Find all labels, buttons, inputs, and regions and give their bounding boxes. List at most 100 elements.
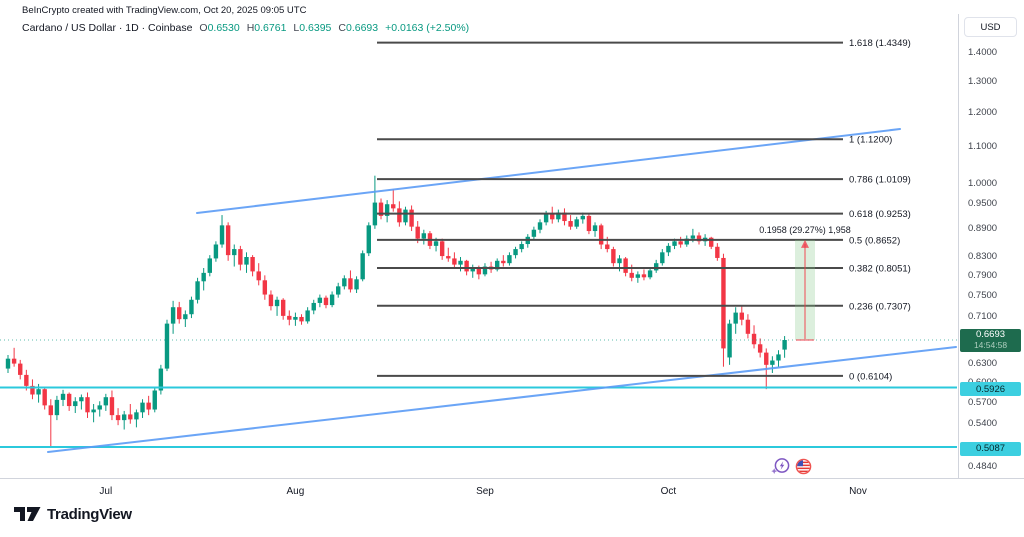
price-tick: 0.9500 xyxy=(968,197,998,209)
month-label-nov[interactable]: Nov xyxy=(849,486,867,497)
upper-resistance-trendline[interactable] xyxy=(196,128,901,214)
price-tick: 0.7100 xyxy=(968,311,998,323)
candle xyxy=(739,305,744,326)
candle xyxy=(97,401,102,417)
candle xyxy=(54,395,60,421)
fib-retracement[interactable]: 1.618 (1.4349) 1 (1.1200) 0.786 (1.0109) 0.… xyxy=(377,38,911,382)
support-lines[interactable] xyxy=(0,386,957,448)
candle xyxy=(507,252,512,266)
tradingview-mark-icon xyxy=(14,507,41,521)
candle xyxy=(109,390,115,421)
candlestick-series xyxy=(5,175,787,447)
candle xyxy=(207,255,212,277)
symbol-legend[interactable]: Cardano / US Dollar · 1D · Coinbase O0.65… xyxy=(22,22,469,34)
candle xyxy=(323,295,329,309)
price-tick: 1.4000 xyxy=(968,46,998,58)
candle xyxy=(91,403,96,423)
price-tick: 0.7900 xyxy=(968,269,998,281)
fib-level-label: 0.382 (0.8051) xyxy=(849,263,911,274)
price-tick: 0.8900 xyxy=(968,223,998,235)
candle xyxy=(446,247,451,262)
candle xyxy=(537,219,543,234)
candle xyxy=(73,397,78,414)
candle xyxy=(751,325,757,349)
candle xyxy=(715,243,720,261)
candle xyxy=(79,394,84,410)
trendlines[interactable] xyxy=(47,128,957,453)
candle xyxy=(329,291,335,308)
candle xyxy=(776,350,781,367)
candle xyxy=(574,216,579,229)
fib-level-label: 0.786 (1.0109) xyxy=(849,175,911,186)
close-label: C xyxy=(338,22,346,34)
candle xyxy=(550,206,555,224)
candle xyxy=(60,389,66,407)
fib-level-label: 0.5 (0.8652) xyxy=(849,235,900,246)
change-value: +0.0163 (+2.50%) xyxy=(385,22,470,34)
candle xyxy=(152,387,157,413)
month-label-aug[interactable]: Aug xyxy=(286,486,305,497)
candle xyxy=(757,338,763,358)
candle xyxy=(617,255,622,272)
candle xyxy=(158,364,164,395)
month-label-jul[interactable]: Jul xyxy=(99,486,113,497)
candle xyxy=(238,245,243,271)
open-label: O xyxy=(199,22,208,34)
candle xyxy=(745,314,751,339)
candle xyxy=(232,244,237,267)
high-label: H xyxy=(246,22,255,34)
candle xyxy=(336,282,341,298)
last-price-label: 0.6693 14:54:58 xyxy=(960,328,1021,352)
fib-level-label: 1 (1.1200) xyxy=(849,135,892,146)
price-tick: 0.5700 xyxy=(968,397,998,409)
high-value: 0.6761 xyxy=(254,22,287,34)
candle xyxy=(164,319,170,372)
candle xyxy=(611,246,616,267)
candle xyxy=(721,253,726,367)
time-axis[interactable]: Jul Aug Sep Oct Nov xyxy=(0,478,1024,505)
candle xyxy=(409,205,414,232)
month-label-oct[interactable]: Oct xyxy=(660,486,677,497)
candle xyxy=(501,255,506,267)
candle xyxy=(189,296,194,319)
candle xyxy=(403,206,408,226)
price-range-measurement[interactable]: 0.1958 (29.27%) 1,958 xyxy=(759,225,851,341)
candle xyxy=(293,312,298,326)
candle xyxy=(354,276,359,294)
candle xyxy=(5,355,11,373)
alert-price-label[interactable]: 0.5087 xyxy=(960,441,1021,456)
price-tick: 1.2000 xyxy=(968,106,998,118)
price-tick: 1.0000 xyxy=(968,177,998,189)
last-price-value: 0.6693 xyxy=(975,328,1006,340)
tradingview-logo[interactable]: TradingView xyxy=(14,506,132,523)
candle xyxy=(195,277,200,304)
low-label: L xyxy=(293,22,300,34)
lower-support-trendline[interactable] xyxy=(47,346,957,453)
price-tick: 0.5400 xyxy=(968,418,998,430)
currency-button[interactable]: USD xyxy=(964,17,1017,37)
month-label-sep[interactable]: Sep xyxy=(476,486,494,497)
candle xyxy=(458,257,463,272)
candle xyxy=(635,271,641,283)
candle xyxy=(470,264,475,278)
symbol-title[interactable]: Cardano / US Dollar · 1D · Coinbase xyxy=(22,22,193,34)
candle xyxy=(121,410,127,430)
candle xyxy=(482,263,488,277)
crypto-event-icon[interactable] xyxy=(771,457,790,476)
alert-price-label[interactable]: 0.5926 xyxy=(960,382,1021,397)
candle xyxy=(274,296,280,316)
candle xyxy=(103,393,109,411)
candle xyxy=(592,222,598,237)
candle xyxy=(495,258,500,272)
candle xyxy=(391,189,396,212)
candle xyxy=(280,298,286,320)
price-axis[interactable]: USD 1.4000 1.3000 1.2000 1.1000 1.0000 0.9500… xyxy=(958,14,1024,478)
us-flag-event-icon[interactable] xyxy=(794,457,813,476)
candle xyxy=(372,175,378,229)
candle xyxy=(513,246,518,259)
candle xyxy=(348,270,353,293)
candle xyxy=(146,395,151,416)
candle xyxy=(66,392,72,411)
